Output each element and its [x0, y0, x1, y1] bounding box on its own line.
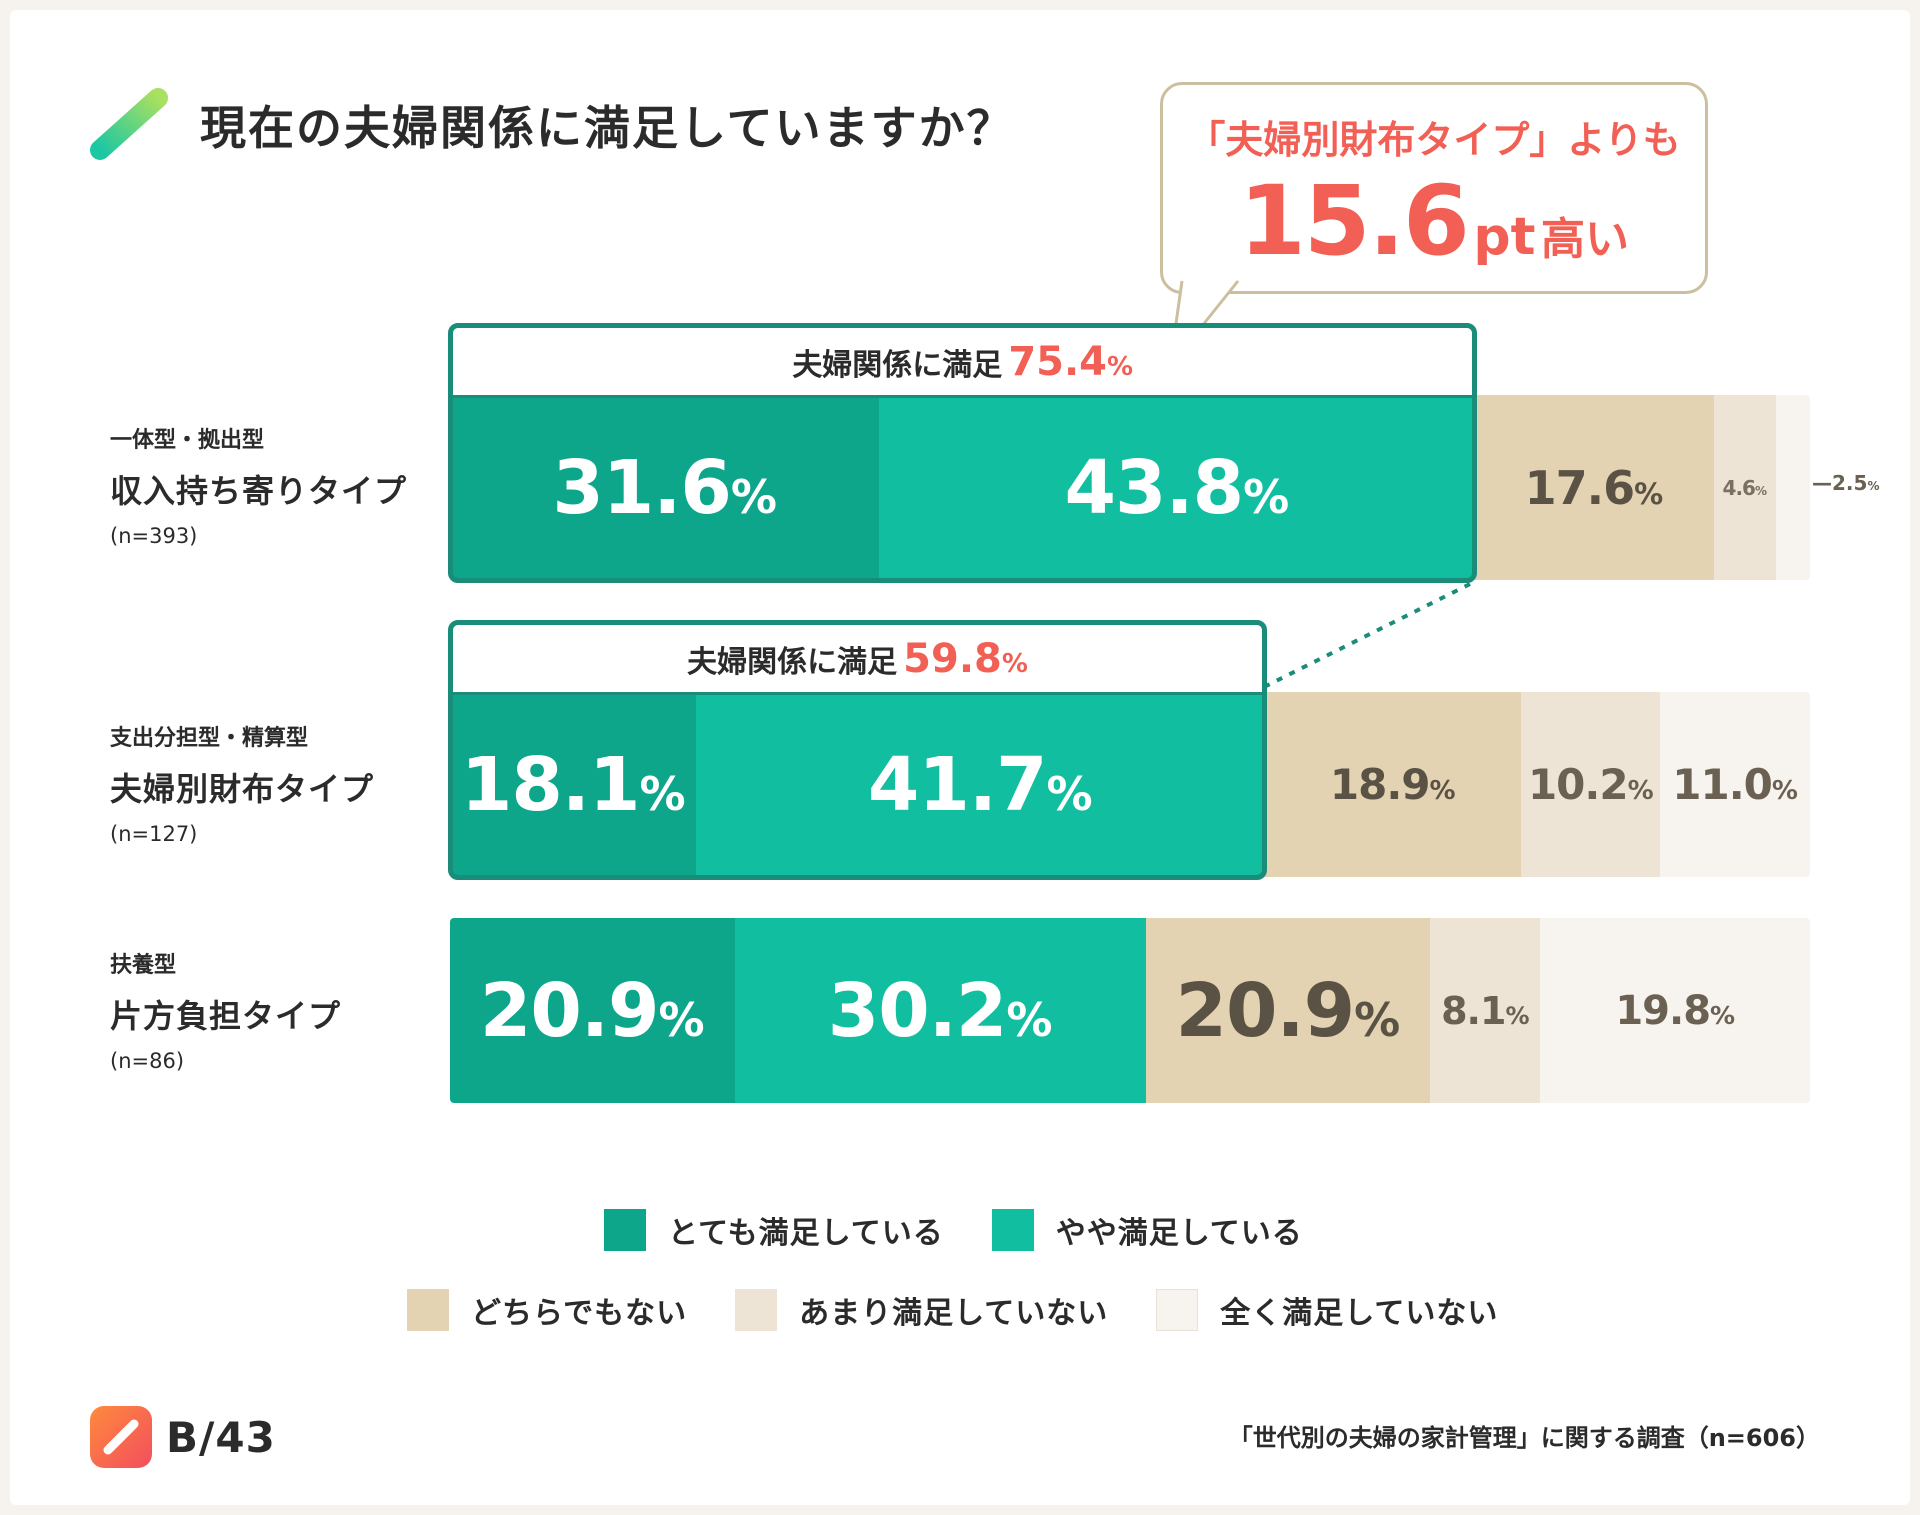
bar-segment: 4.6% [1713, 395, 1777, 580]
callout-unit: pt [1473, 207, 1536, 267]
chart-title: 現在の夫婦関係に満足していますか？ [200, 101, 1015, 155]
stacked-bar-0: 31.6% 43.8% 17.6% 4.6% — 2.5% [450, 395, 1879, 580]
row-title: 収入持ち寄りタイプ [110, 472, 408, 510]
bar-value-label: 41.7% [867, 741, 1093, 828]
bar-value-label: 18.9% [1329, 760, 1456, 809]
bar-value-label: 10.2% [1527, 760, 1654, 809]
logo-icon [90, 1406, 152, 1468]
bar-value-label: 20.9% [1175, 967, 1401, 1054]
legend-item: あまり満足していない [735, 1288, 1108, 1332]
bar-value-label: 43.8% [1064, 444, 1290, 531]
bar-segment: 41.7% [696, 692, 1265, 877]
row-sample-size: (n=86) [110, 1049, 185, 1073]
bar-segment: 20.9% [1145, 918, 1431, 1103]
bar-value-label: 2.5% [1832, 471, 1880, 495]
source-note: 「世代別の夫婦の家計管理」に関する調査（n=606） [1228, 1424, 1820, 1452]
brand-logo: B/43 [90, 1406, 276, 1468]
bar-segment: 20.9% [450, 918, 735, 1103]
bar-value-outside: — 2.5% [1812, 471, 1880, 495]
bar-segment: 31.6% [450, 395, 880, 580]
legend-row-2: どちらでもない あまり満足していない 全く満足していない [407, 1288, 1546, 1332]
legend-label: 全く満足していない [1220, 1296, 1499, 1331]
bar-value-label: 18.1% [460, 741, 686, 828]
bar-value-label: 31.6% [552, 444, 777, 531]
legend-swatch [735, 1289, 778, 1331]
title-accent-icon [90, 88, 168, 160]
legend-item: どちらでもない [407, 1288, 687, 1332]
legend-label: やや満足している [1055, 1216, 1303, 1251]
bar-segment: 17.6% [1474, 395, 1714, 580]
bar-value-label: 20.9% [479, 967, 705, 1054]
bar-segment: 18.9% [1264, 692, 1522, 877]
bar-segment: 30.2% [734, 918, 1146, 1103]
bar-value-label: 19.8% [1615, 987, 1736, 1034]
bar-segment: 10.2% [1521, 692, 1661, 877]
row-label-0: 一体型・拠出型 収入持ち寄りタイプ (n=393) [110, 422, 407, 548]
bar-segment [1776, 395, 1810, 580]
bar-segment: 18.1% [450, 692, 697, 877]
legend-label: とても満足している [668, 1216, 944, 1251]
legend-item: やや満足している [991, 1208, 1303, 1252]
stacked-bar-1: 18.1% 41.7% 18.9% 10.2% 11.0% [450, 692, 1810, 877]
legend-swatch [407, 1289, 449, 1331]
legend-label: どちらでもない [471, 1296, 688, 1331]
bar-segment: 11.0% [1660, 692, 1810, 877]
bar-value-label: 8.1% [1441, 988, 1530, 1033]
callout-text: 「夫婦別財布タイプ」よりも [1187, 118, 1681, 162]
logo-text: B/43 [166, 1412, 276, 1462]
bar-value-label: 30.2% [827, 967, 1053, 1054]
row-title: 片方負担タイプ [110, 997, 342, 1035]
legend-item: 全く満足していない [1156, 1288, 1498, 1332]
stacked-bar-2: 20.9% 30.2% 20.9% 8.1% 19.8% [450, 918, 1810, 1103]
callout-value: 15.6 [1238, 165, 1470, 277]
legend-label: あまり満足していない [799, 1296, 1109, 1331]
row-title: 夫婦別財布タイプ [110, 770, 375, 808]
row-subtitle: 一体型・拠出型 [110, 428, 265, 453]
legend-item: とても満足している [604, 1208, 944, 1252]
legend-swatch [991, 1209, 1034, 1251]
legend-swatch [1156, 1289, 1199, 1331]
callout-bubble: 「夫婦別財布タイプ」よりも 15.6 pt 高い [1160, 82, 1708, 294]
legend-row-1: とても満足している やや満足している [604, 1208, 1351, 1252]
bar-segment: 8.1% [1430, 918, 1541, 1103]
bar-value-label: 11.0% [1672, 760, 1798, 809]
bar-segment: 43.8% [879, 395, 1475, 580]
bar-value-label: 17.6% [1524, 460, 1664, 515]
callout-tail [1168, 280, 1240, 368]
callout-value-line: 15.6 pt 高い [1163, 165, 1705, 277]
row-sample-size: (n=393) [110, 524, 198, 548]
row-subtitle: 扶養型 [110, 953, 177, 978]
row-label-1: 支出分担型・精算型 夫婦別財布タイプ (n=127) [110, 720, 374, 846]
row-sample-size: (n=127) [110, 822, 198, 846]
bar-segment: 19.8% [1540, 918, 1810, 1103]
row-subtitle: 支出分担型・精算型 [110, 726, 309, 751]
row-label-2: 扶養型 片方負担タイプ (n=86) [110, 947, 341, 1073]
bar-value-label: 4.6% [1722, 475, 1767, 500]
legend-swatch [604, 1209, 646, 1251]
callout-suffix: 高い [1541, 214, 1630, 265]
